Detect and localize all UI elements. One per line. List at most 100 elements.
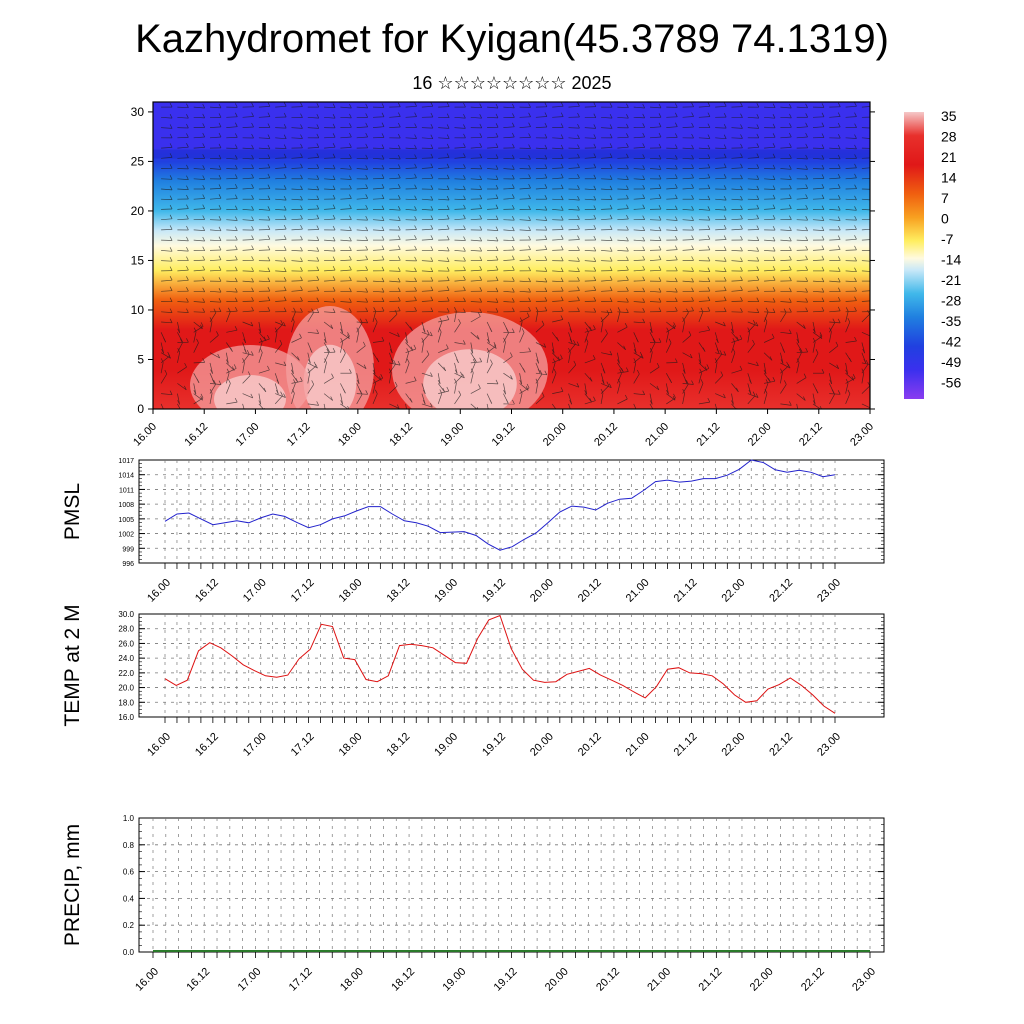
wind-barb-flag — [821, 277, 825, 282]
wind-barb-flag — [511, 288, 515, 293]
wind-barb — [633, 393, 645, 396]
wind-barb — [421, 177, 433, 180]
wind-barb-flag — [740, 235, 743, 241]
wind-barb — [242, 375, 251, 384]
wind-barb-flag — [177, 400, 180, 405]
panel-frame — [138, 613, 885, 718]
wind-barb-flag — [234, 133, 238, 138]
wind-barb-flag — [821, 164, 825, 170]
wind-barb-flag — [756, 153, 760, 158]
wind-barb-flag — [511, 122, 515, 127]
wind-barb-flag — [487, 411, 489, 415]
wind-barb-flag — [544, 216, 548, 221]
wind-barb-flag — [577, 185, 580, 190]
wind-barb — [617, 311, 629, 313]
wind-barb — [193, 397, 204, 405]
wind-barb-flag — [723, 351, 727, 356]
wind-barb — [454, 188, 466, 191]
wind-barb-flag — [560, 267, 564, 272]
wind-barb-flag — [805, 204, 809, 210]
wind-barb — [715, 209, 727, 211]
wind-barb — [600, 383, 612, 389]
wind-barb-flag — [479, 256, 483, 261]
wind-barb-flag — [218, 184, 222, 189]
wind-barb-flag — [666, 327, 670, 332]
wind-barb — [682, 362, 686, 374]
wind-barb-flag — [454, 378, 457, 383]
wind-barb — [698, 383, 704, 394]
wind-barb-flag — [218, 255, 222, 260]
wind-barb — [715, 228, 727, 231]
wind-barb — [470, 239, 482, 242]
wind-barb-flag — [871, 185, 873, 189]
wind-barb — [323, 321, 334, 329]
wind-barb — [209, 157, 222, 160]
wind-barb — [845, 393, 851, 405]
wind-barb — [845, 229, 857, 231]
wind-barb-flag — [658, 165, 662, 170]
wind-barb-flag — [463, 266, 466, 271]
wind-barb — [421, 228, 433, 231]
wind-barb-flag — [752, 320, 756, 325]
wind-barb — [503, 341, 506, 353]
wind-barb-flag — [169, 286, 173, 291]
wind-barb — [275, 228, 287, 231]
wind-barb-flag — [234, 266, 238, 271]
wind-barb — [601, 116, 613, 119]
x-tick-label: 19.12 — [480, 577, 508, 605]
wind-barb — [389, 249, 401, 251]
wind-barb — [275, 137, 287, 140]
wind-barb-flag — [316, 225, 320, 230]
x-tick-label: 21.12 — [695, 421, 723, 449]
wind-barb-flag — [740, 113, 743, 118]
wind-barb — [503, 157, 515, 160]
wind-barb-flag — [267, 334, 270, 340]
wind-barb — [861, 198, 870, 201]
wind-barb — [617, 178, 629, 180]
wind-barb-flag — [218, 113, 222, 118]
wind-barb-flag — [430, 144, 434, 149]
wind-barb — [780, 259, 792, 261]
wind-barb-flag — [430, 276, 434, 282]
wind-barb-flag — [202, 358, 206, 363]
wind-barb — [682, 352, 693, 359]
wind-barb-flag — [847, 389, 851, 394]
wind-barb-flag — [837, 277, 841, 283]
wind-barb-flag — [756, 124, 760, 129]
wind-barb — [845, 382, 849, 394]
wind-barb-flag — [300, 195, 303, 201]
wind-barb — [372, 126, 385, 128]
wind-barb — [535, 270, 547, 272]
wind-barb — [225, 372, 230, 384]
wind-barb-flag — [463, 257, 466, 262]
wind-barb-flag — [871, 206, 873, 210]
wind-barb — [796, 106, 808, 109]
wind-barb — [584, 137, 596, 139]
wind-barb-flag — [463, 236, 466, 241]
wind-barb — [372, 187, 385, 190]
wind-barb — [698, 116, 710, 118]
wind-barb-flag — [674, 174, 678, 179]
wind-barb-flag — [297, 356, 300, 361]
wind-barb-flag — [732, 348, 736, 353]
wind-barb — [747, 250, 759, 252]
wind-barb — [698, 362, 708, 371]
wind-barb — [731, 127, 743, 129]
wind-barb-flag — [837, 318, 841, 324]
wind-barb-flag — [250, 393, 254, 399]
wind-barb-flag — [837, 206, 841, 211]
wind-barb-flag — [495, 123, 499, 128]
wind-barb-flag — [414, 184, 417, 189]
wind-barb-flag — [739, 334, 743, 340]
wind-barb-flag — [756, 113, 760, 119]
wind-barb-flag — [311, 380, 315, 385]
wind-barb — [389, 270, 401, 272]
wind-barb — [437, 373, 441, 385]
wind-barb-flag — [349, 226, 352, 231]
wind-barb — [160, 342, 164, 354]
wind-barb-flag — [316, 266, 320, 271]
wind-barb — [356, 373, 360, 384]
wind-barb-flag — [805, 216, 809, 221]
temp-2m-panel: 16.018.020.022.024.026.028.030.016.00 16.… — [61, 604, 885, 759]
wind-barb-flag — [186, 103, 189, 108]
